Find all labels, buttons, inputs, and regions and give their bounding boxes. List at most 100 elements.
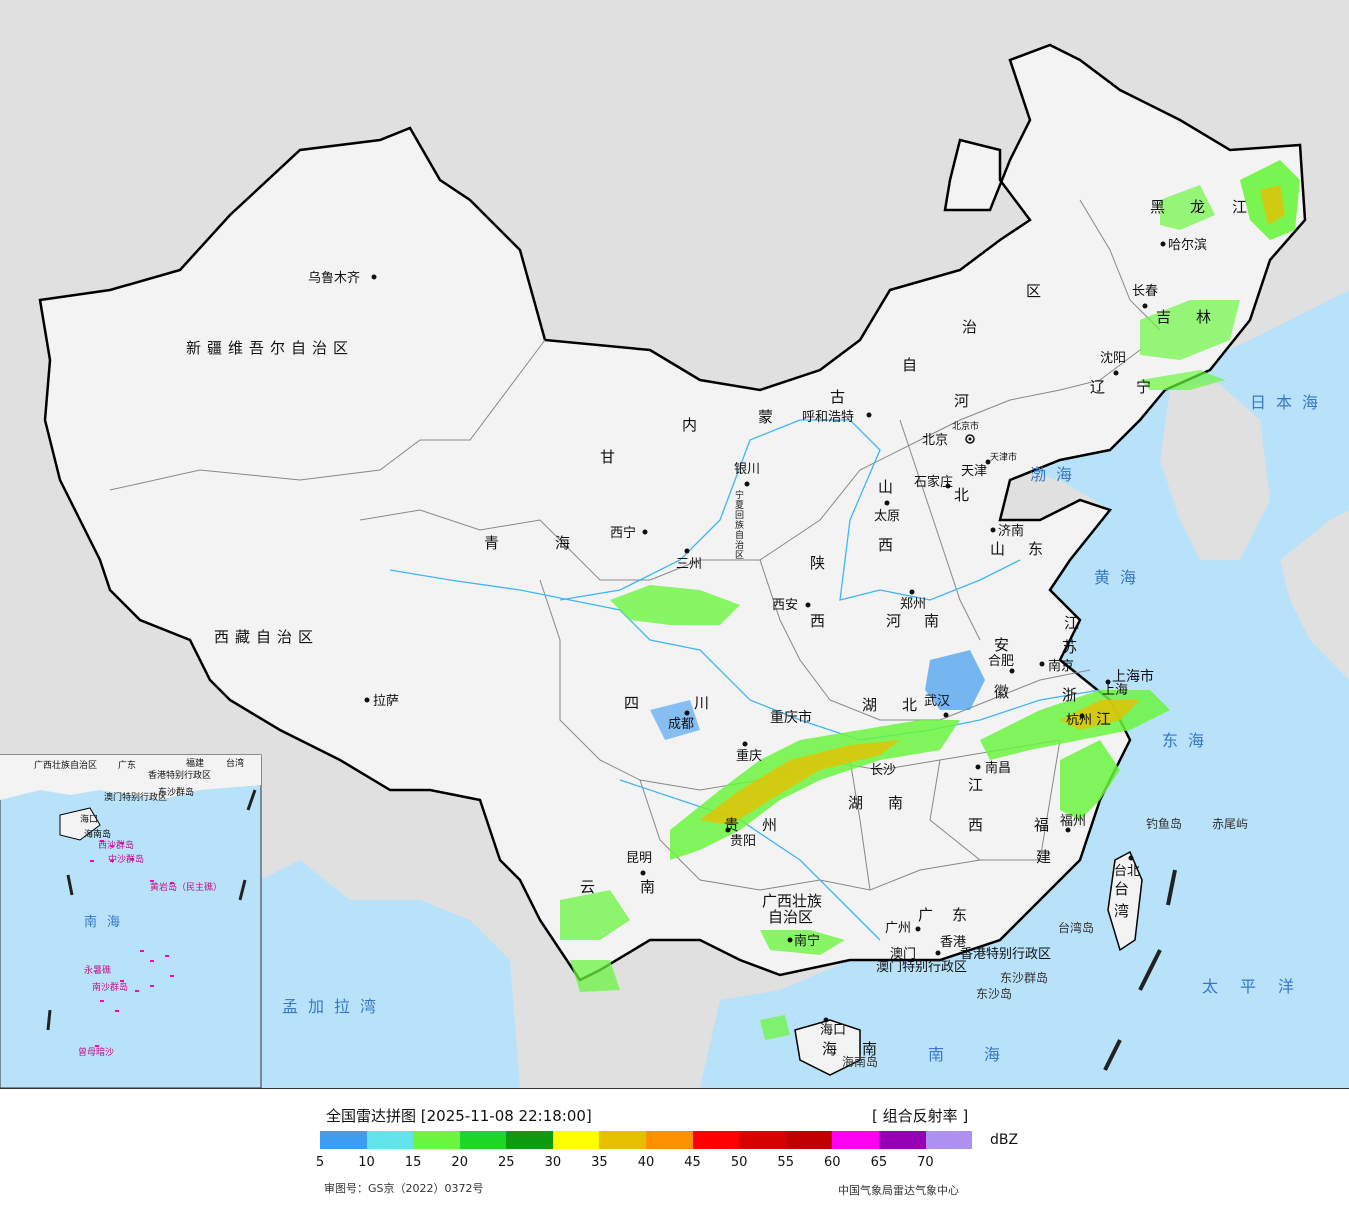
colorbar-tick-label: 25 (498, 1155, 515, 1170)
colorbar-swatch (739, 1131, 786, 1149)
province-label: 东 (952, 906, 967, 924)
province-label: 徽 (994, 683, 1009, 701)
province-label: 州 (762, 816, 777, 834)
colorbar-swatch (832, 1131, 879, 1149)
colorbar-swatch (878, 1131, 926, 1149)
colorbar-tick-label: 45 (684, 1155, 701, 1170)
province-label: 黑 (1150, 198, 1165, 216)
city-label: 广州 (885, 921, 911, 936)
city-label: 重庆市 (770, 709, 812, 726)
province-label: 区 (1026, 282, 1041, 300)
city-label: 三州 (676, 557, 702, 572)
sea-label: 孟加拉湾 (282, 997, 386, 1016)
island-label: 香港特别行政区 (960, 947, 1051, 962)
colorbar-swatch (320, 1131, 367, 1149)
city-label: 郑州 (900, 597, 926, 612)
inset-label: 香港特别行政区 (148, 769, 211, 781)
sea-label: 黄海 (1094, 568, 1146, 587)
city-label: 济南 (998, 523, 1024, 539)
province-label: 西 (878, 536, 893, 554)
inset-label: 黄岩岛（民主礁） (150, 881, 222, 893)
city-label: 哈尔滨 (1168, 237, 1207, 253)
province-label: 宁 (1136, 378, 1151, 396)
city-label: 北京 (922, 433, 948, 448)
city-label: 银川 (734, 462, 760, 477)
colorbar-tick-label: 20 (451, 1155, 468, 1170)
province-label: 北 (954, 486, 969, 504)
province-label: 山 (878, 478, 893, 496)
colorbar-tick-label: 35 (591, 1155, 608, 1170)
city-label: 天津市 (990, 451, 1017, 463)
province-label: 山 (990, 540, 1005, 558)
inset-label: 广东 (118, 759, 136, 771)
city-label: 乌鲁木齐 (308, 270, 360, 286)
data-source: 中国气象局雷达气象中心 (838, 1184, 959, 1197)
hainan-island (794, 1019, 861, 1076)
province-label: 南 (862, 1040, 877, 1058)
map-approval-number: 审图号：GS京（2022）0372号 (324, 1182, 484, 1195)
province-label: 东 (1028, 540, 1043, 558)
province-label: 湖 (862, 696, 877, 714)
province-label: 福 (1034, 816, 1049, 834)
colorbar-swatch (925, 1131, 973, 1149)
sea-label: 东海 (1162, 731, 1214, 750)
province-label: 南 (888, 794, 903, 812)
province-label: 自治区 (768, 908, 813, 926)
province-label: 浙 (1062, 686, 1077, 704)
province-label: 治 (962, 318, 977, 336)
island-labels: 钓鱼岛 赤尾屿 台湾岛 东沙群岛 东沙岛 香港特别行政区 澳门特别行政区 海南岛 (842, 816, 1248, 1069)
colorbar-tick-label: 30 (544, 1155, 562, 1170)
province-label: 广西壮族 (762, 892, 822, 910)
province-label: 江 (1232, 198, 1247, 216)
colorbar-swatch (552, 1131, 600, 1149)
province-label: 安 (994, 636, 1009, 654)
radar-map[interactable]: 新疆维吾尔自治区 西藏自治区 青海 甘 四 川 云 南 贵 州 广西壮族 自治区… (0, 0, 1349, 1089)
sea-label: 太平洋 (1202, 977, 1316, 996)
province-label: 台 (1114, 880, 1129, 898)
inset-label: 广西壮族自治区 (34, 759, 97, 771)
island-label: 海南岛 (842, 1054, 878, 1069)
province-label: 宁夏回族自治区 (733, 489, 744, 560)
city-label: 南宁 (794, 933, 820, 949)
boundary-marks (1103, 869, 1177, 1071)
island-label: 钓鱼岛 (1146, 816, 1182, 831)
province-label: 云 (580, 878, 595, 896)
city-label: 上海 (1102, 683, 1128, 698)
korea-peninsula (1160, 380, 1270, 560)
inset-label: 台湾 (226, 757, 244, 769)
province-label: 江 (1064, 614, 1079, 632)
province-label: 湖 (848, 794, 863, 812)
taiwan-island (1107, 850, 1143, 952)
province-label: 江 (968, 776, 983, 794)
city-label: 沈阳 (1100, 351, 1126, 366)
province-label: 龙 (1190, 198, 1205, 216)
city-label: 天津 (961, 464, 987, 479)
province-label: 蒙 (758, 408, 773, 426)
province-label: 北 (902, 696, 917, 714)
city-label: 北京市 (952, 420, 979, 432)
city-label: 澳门 (890, 946, 916, 962)
colorbar-tick-label: 10 (358, 1155, 375, 1170)
inset-label: 南沙群岛 (92, 981, 128, 993)
colorbar-tick-label: 65 (870, 1155, 888, 1170)
inset-label: 南海 (84, 914, 130, 930)
city-label: 西安 (772, 598, 798, 613)
city-label: 上海市 (1112, 668, 1154, 685)
city-label: 福州 (1060, 814, 1086, 829)
inset-label: 曾母暗沙 (78, 1046, 114, 1058)
city-label: 昆明 (626, 851, 652, 866)
city-label: 台北 (1114, 864, 1140, 879)
sea-label: 渤海 (1030, 465, 1082, 484)
city-label: 太原 (874, 509, 900, 524)
island-label: 赤尾屿 (1212, 817, 1248, 831)
province-label: 江 (1096, 710, 1111, 728)
island-label: 澳门特别行政区 (876, 959, 967, 975)
colorbar-swatch (506, 1131, 553, 1149)
sea-label: 日本海 (1250, 393, 1328, 412)
province-label: 南 (640, 878, 655, 896)
colorbar-swatch (692, 1131, 740, 1149)
city-label: 南昌 (985, 760, 1011, 776)
radar-echoes (560, 160, 1300, 1040)
city-label: 南京 (1048, 658, 1074, 674)
city-label: 海口 (820, 1023, 846, 1038)
